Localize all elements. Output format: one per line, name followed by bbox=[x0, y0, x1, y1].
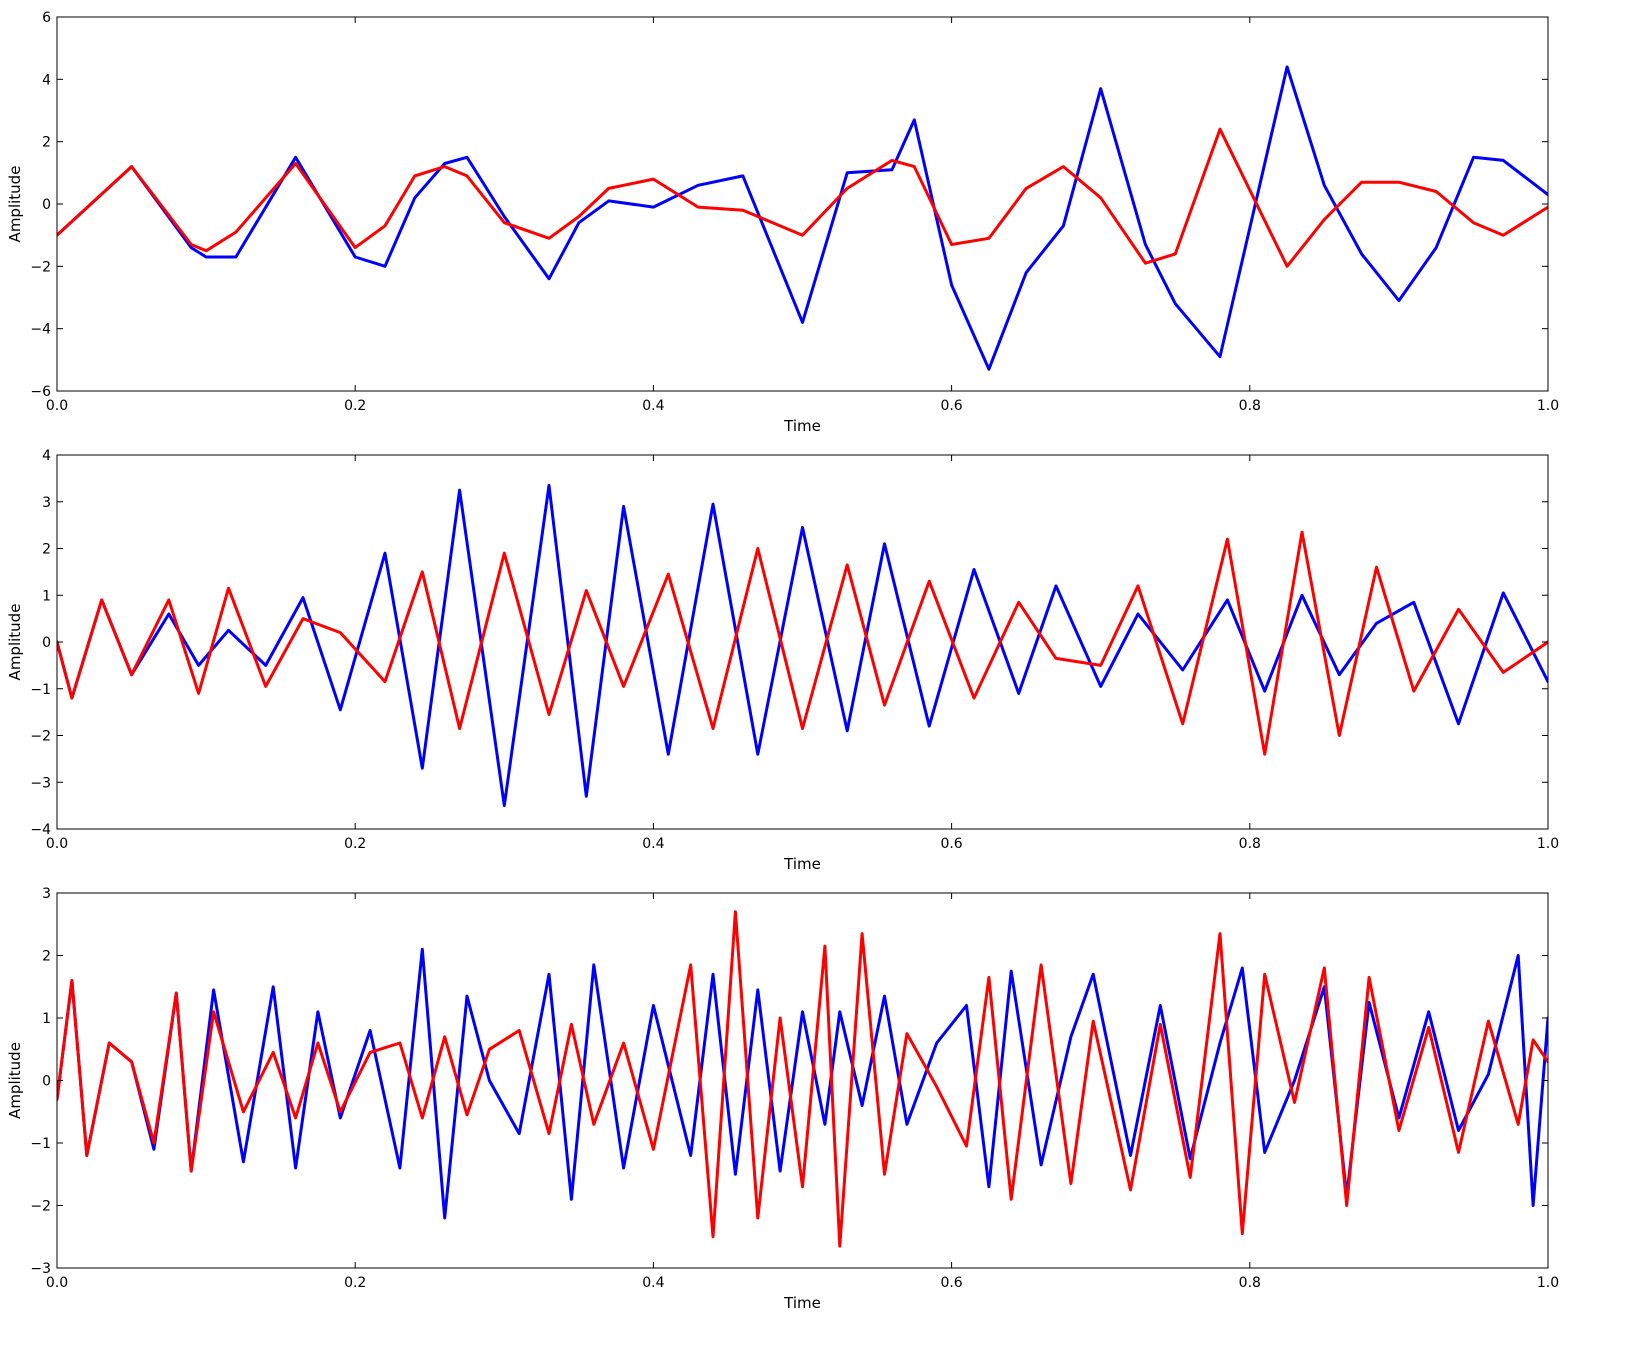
x-tick-label: 0.0 bbox=[46, 1275, 68, 1291]
y-tick-label: 4 bbox=[42, 448, 51, 464]
y-tick-label: −2 bbox=[30, 259, 51, 275]
y-tick-label: −2 bbox=[30, 729, 51, 745]
y-tick-label: 2 bbox=[42, 542, 51, 558]
chart-panel-bottom: 0.0 0.2 0.4 0.6 0.8 1.0 −3 −2 −1 0 1 2 3 Time Amplit… bbox=[6, 886, 1559, 1312]
y-tick-label: −3 bbox=[30, 775, 51, 791]
y-tick-label: 1 bbox=[42, 1011, 51, 1027]
series-line-2 bbox=[57, 530, 1548, 756]
series-line-2 bbox=[57, 910, 1548, 1248]
series-line-2 bbox=[57, 127, 1548, 268]
y-axis-label: Amplitude bbox=[6, 166, 24, 243]
chart-panel-middle: 0.0 0.2 0.4 0.6 0.8 1.0 −4 −3 −2 −1 0 1 2 3 4 Time Amp… bbox=[6, 448, 1559, 873]
tick-layer: 0.0 0.2 0.4 0.6 0.8 1.0 −3 −2 −1 0 1 2 3 bbox=[30, 886, 1559, 1291]
series-layer bbox=[57, 65, 1548, 371]
x-tick-label: 0.6 bbox=[940, 1275, 962, 1291]
tick-layer: 0.0 0.2 0.4 0.6 0.8 1.0 −4 −3 −2 −1 0 1 2 3 4 bbox=[30, 448, 1559, 852]
x-tick-label: 1.0 bbox=[1537, 1275, 1559, 1291]
y-tick-label: −6 bbox=[30, 384, 51, 400]
y-tick-label: −1 bbox=[30, 682, 51, 698]
series-line-1 bbox=[57, 65, 1548, 371]
x-tick-label: 1.0 bbox=[1537, 398, 1559, 414]
series-layer bbox=[57, 483, 1548, 808]
tick-layer: 0.0 0.2 0.4 0.6 0.8 1.0 −6 −4 −2 0 2 4 6 bbox=[30, 10, 1559, 414]
y-axis-label: Amplitude bbox=[6, 604, 24, 681]
y-axis-label: Amplitude bbox=[6, 1042, 24, 1119]
y-tick-label: −1 bbox=[30, 1136, 51, 1152]
y-tick-label: −2 bbox=[30, 1199, 51, 1215]
y-tick-label: −4 bbox=[30, 822, 51, 838]
series-line-1 bbox=[57, 483, 1548, 808]
x-tick-label: 0.8 bbox=[1239, 398, 1261, 414]
x-axis-label: Time bbox=[783, 417, 821, 435]
y-tick-label: 0 bbox=[42, 197, 51, 213]
y-tick-label: 3 bbox=[42, 495, 51, 511]
y-tick-label: 6 bbox=[42, 10, 51, 26]
x-tick-label: 0.4 bbox=[642, 1275, 664, 1291]
x-tick-label: 0.4 bbox=[642, 836, 664, 852]
x-tick-label: 0.0 bbox=[46, 398, 68, 414]
y-tick-label: −3 bbox=[30, 1261, 51, 1277]
x-tick-label: 0.0 bbox=[46, 836, 68, 852]
x-tick-label: 0.8 bbox=[1239, 836, 1261, 852]
x-axis-label: Time bbox=[783, 855, 821, 873]
chart-panel-top: 0.0 0.2 0.4 0.6 0.8 1.0 −6 −4 −2 0 2 4 6 Time Amplit… bbox=[6, 10, 1559, 435]
x-tick-label: 1.0 bbox=[1537, 836, 1559, 852]
x-tick-label: 0.6 bbox=[940, 398, 962, 414]
x-tick-label: 0.4 bbox=[642, 398, 664, 414]
y-tick-label: 4 bbox=[42, 72, 51, 88]
series-layer bbox=[57, 910, 1548, 1248]
y-tick-label: 2 bbox=[42, 949, 51, 965]
x-tick-label: 0.6 bbox=[940, 836, 962, 852]
y-tick-label: 3 bbox=[42, 886, 51, 902]
y-tick-label: 1 bbox=[42, 588, 51, 604]
y-tick-label: 0 bbox=[42, 1074, 51, 1090]
series-line-1 bbox=[57, 947, 1548, 1220]
y-tick-label: 2 bbox=[42, 135, 51, 151]
y-tick-label: 0 bbox=[42, 635, 51, 651]
x-tick-label: 0.2 bbox=[344, 1275, 366, 1291]
x-tick-label: 0.2 bbox=[344, 398, 366, 414]
x-tick-label: 0.2 bbox=[344, 836, 366, 852]
y-tick-label: −4 bbox=[30, 322, 51, 338]
x-axis-label: Time bbox=[783, 1294, 821, 1312]
x-tick-label: 0.8 bbox=[1239, 1275, 1261, 1291]
